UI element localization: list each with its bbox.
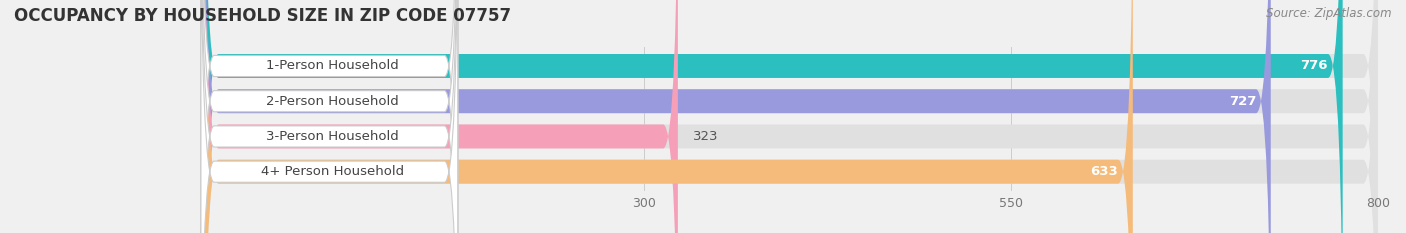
Text: 776: 776 (1301, 59, 1329, 72)
FancyBboxPatch shape (201, 0, 458, 233)
FancyBboxPatch shape (201, 0, 458, 233)
Text: OCCUPANCY BY HOUSEHOLD SIZE IN ZIP CODE 07757: OCCUPANCY BY HOUSEHOLD SIZE IN ZIP CODE … (14, 7, 512, 25)
FancyBboxPatch shape (204, 0, 1343, 233)
Text: 3-Person Household: 3-Person Household (266, 130, 399, 143)
FancyBboxPatch shape (204, 0, 1378, 233)
Text: 727: 727 (1229, 95, 1256, 108)
FancyBboxPatch shape (201, 0, 458, 233)
FancyBboxPatch shape (204, 0, 678, 233)
Text: Source: ZipAtlas.com: Source: ZipAtlas.com (1267, 7, 1392, 20)
FancyBboxPatch shape (204, 0, 1378, 233)
FancyBboxPatch shape (201, 0, 458, 233)
FancyBboxPatch shape (204, 0, 1133, 233)
Text: 1-Person Household: 1-Person Household (266, 59, 399, 72)
FancyBboxPatch shape (204, 0, 1378, 233)
FancyBboxPatch shape (204, 0, 1271, 233)
Text: 633: 633 (1091, 165, 1118, 178)
Text: 2-Person Household: 2-Person Household (266, 95, 399, 108)
FancyBboxPatch shape (204, 0, 1378, 233)
Text: 4+ Person Household: 4+ Person Household (260, 165, 404, 178)
Text: 323: 323 (693, 130, 718, 143)
